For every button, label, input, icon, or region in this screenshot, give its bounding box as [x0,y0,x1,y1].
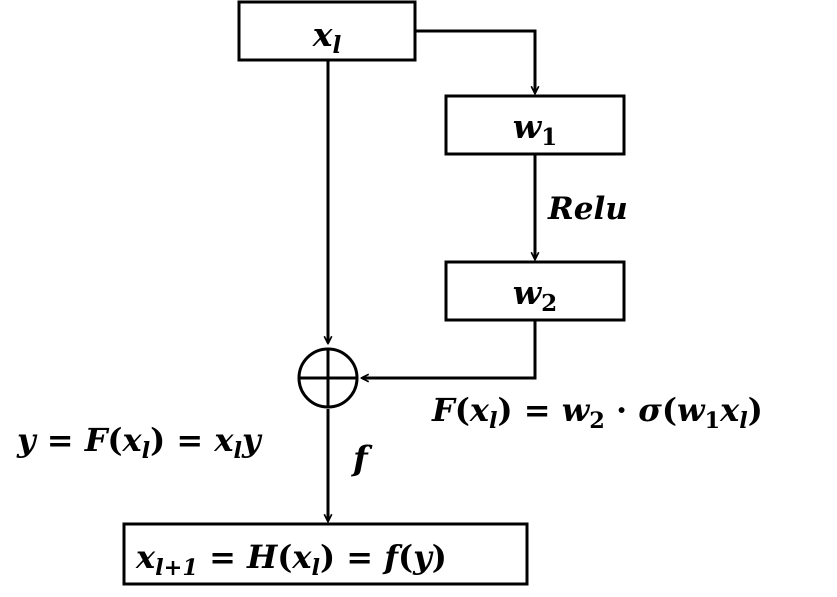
activation-label: Relu [547,191,628,227]
input-label: xl [312,15,342,59]
w1-label: w1 [513,107,558,151]
residual-formula: F(xl) = w2 · σ(w1xl) [431,391,763,434]
output-formula: xl+1 = H(xl) = f(y) [135,538,447,581]
output-function-label: f [351,439,373,479]
w2-label: w2 [513,273,558,317]
w2-to-sum-arrow [362,320,537,378]
y-formula: y = F(xl) = xly [16,421,263,464]
sum-node [297,347,359,409]
input-to-w1-arrow [415,29,535,93]
output-box [122,522,529,586]
